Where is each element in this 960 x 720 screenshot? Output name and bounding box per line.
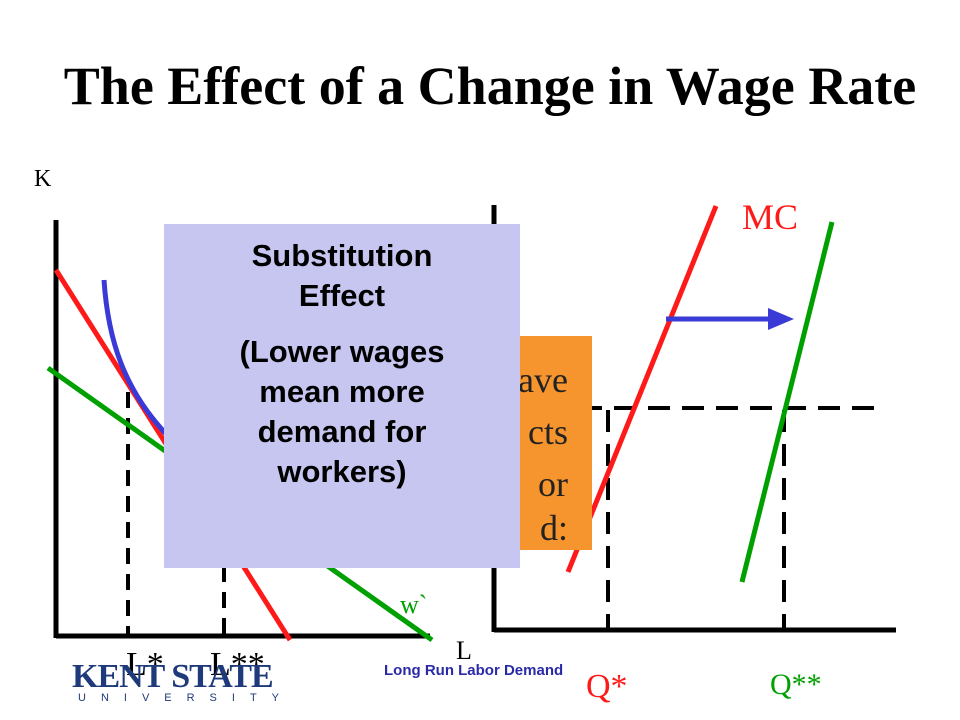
orange-box-line-4: d:: [539, 508, 568, 548]
logo-sub-text: UNIVERSITY: [78, 692, 295, 704]
left-x-axis-label: L: [456, 636, 472, 665]
left-y-axis-label: K: [34, 166, 52, 192]
q-star-label: Q*: [586, 668, 628, 705]
slide-title: The Effect of a Change in Wage Rate: [63, 56, 917, 116]
blue-isoquant-curve: [101, 279, 170, 438]
isocost-label: w`: [400, 590, 428, 619]
l-star-label: L*: [126, 646, 164, 683]
mc-curve-shifted: [739, 221, 835, 583]
orange-box-line-3: or: [538, 464, 568, 504]
substitution-effect-box: Substitution Effect (Lower wages mean mo…: [164, 224, 520, 568]
l-star-star-label: L**: [210, 646, 265, 683]
substitution-heading-line-2: Effect: [298, 278, 386, 313]
substitution-body-line-4: workers): [277, 454, 407, 489]
substitution-body-line-2: mean more: [259, 374, 425, 409]
logo-main-text: KENT STATE: [72, 658, 274, 695]
substitution-heading-line-1: Substitution: [251, 238, 433, 273]
footer-text: Long Run Labor Demand: [384, 662, 564, 679]
mc-label: MC: [742, 197, 799, 237]
q-star-star-label: Q**: [770, 668, 822, 701]
orange-box-line-1: ave: [518, 360, 568, 400]
substitution-body-line-1: (Lower wages: [239, 334, 445, 369]
substitution-body-line-3: demand for: [257, 414, 427, 449]
orange-box-line-2: cts: [528, 412, 568, 452]
shift-arrow-head: [768, 308, 794, 330]
kent-state-logo: KENT STATE UNIVERSITY: [72, 658, 294, 704]
mc-curve-original: [565, 205, 719, 573]
